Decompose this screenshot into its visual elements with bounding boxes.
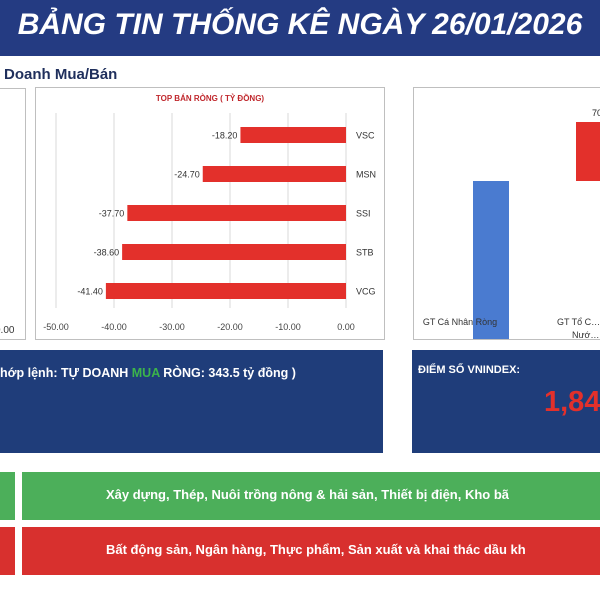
category-label: VSC [356, 131, 375, 141]
x-tick-label: -20.00 [217, 322, 243, 332]
chart-title: TOP BÁN RÒNG ( TỶ ĐỒNG) [156, 93, 264, 103]
left-chart-tick: 0.00 [0, 325, 15, 336]
proprietary-flow-panel: hớp lệnh: TỰ DOANH MUA RÒNG: 343.5 tỷ đồ… [0, 350, 383, 453]
category-label: GT Tổ C… [557, 317, 600, 327]
x-tick-label: 0.00 [337, 322, 355, 332]
header-banner: BẢNG TIN THỐNG KÊ NGÀY 26/01/2026 [0, 0, 600, 56]
category-label: STB [356, 248, 374, 258]
bar [240, 127, 346, 143]
section-label: Doanh Mua/Bán [4, 66, 118, 83]
flow-text-prefix: hớp lệnh: TỰ DOANH [0, 366, 132, 380]
data-label: -38.60 [94, 248, 120, 258]
vnindex-panel: ĐIỂM SỐ VNINDEX: 1,84 [412, 350, 600, 453]
x-tick-label: -30.00 [159, 322, 185, 332]
top-net-sell-chart-panel: TOP BÁN RÒNG ( TỶ ĐỒNG) -18.20 VSC -24.70 M… [35, 87, 385, 340]
vnindex-label: ĐIỂM SỐ VNINDEX: [418, 364, 521, 376]
proprietary-flow-text: hớp lệnh: TỰ DOANH MUA RÒNG: 343.5 tỷ đồ… [0, 366, 296, 380]
category-label: GT Cá Nhân Ròng [423, 317, 497, 327]
bar [127, 205, 346, 221]
up-sectors-text: Xây dựng, Thép, Nuôi trồng nông & hải sả… [106, 487, 510, 502]
waterfall-bar-negative [473, 181, 509, 339]
up-sectors-row: Xây dựng, Thép, Nuôi trồng nông & hải sả… [22, 472, 600, 520]
category-label: MSN [356, 170, 376, 180]
flow-text-suffix: RÒNG: 343.5 tỷ đồng ) [159, 366, 296, 380]
left-chart-panel: 0.00 [0, 88, 26, 340]
data-label: -37.70 [99, 209, 125, 219]
flow-highlight: MUA [131, 366, 160, 380]
up-sector-marker [0, 472, 15, 520]
vnindex-value: 1,84 [544, 386, 600, 418]
data-label: -18.20 [212, 131, 238, 141]
down-sector-marker [0, 527, 15, 575]
down-sectors-row: Bất động sản, Ngân hàng, Thực phẩm, Sản … [22, 527, 600, 575]
bar [202, 166, 346, 182]
top-net-sell-chart: TOP BÁN RÒNG ( TỶ ĐỒNG) -18.20 VSC -24.70 M… [43, 93, 376, 332]
bar [105, 283, 346, 299]
data-label: -41.40 [77, 287, 103, 297]
page-title: BẢNG TIN THỐNG KÊ NGÀY 26/01/2026 [17, 8, 583, 41]
x-tick-label: -10.00 [275, 322, 301, 332]
category-label: VCG [356, 287, 376, 297]
down-sectors-text: Bất động sản, Ngân hàng, Thực phẩm, Sản … [106, 542, 526, 557]
data-label: -24.70 [174, 170, 200, 180]
bar [122, 244, 347, 260]
x-tick-label: -40.00 [101, 322, 127, 332]
data-label: 70 [592, 108, 600, 118]
category-label: SSI [356, 209, 371, 219]
category-label: Nướ… [572, 330, 599, 339]
waterfall-bar-positive [576, 122, 600, 181]
x-tick-label: -50.00 [43, 322, 69, 332]
